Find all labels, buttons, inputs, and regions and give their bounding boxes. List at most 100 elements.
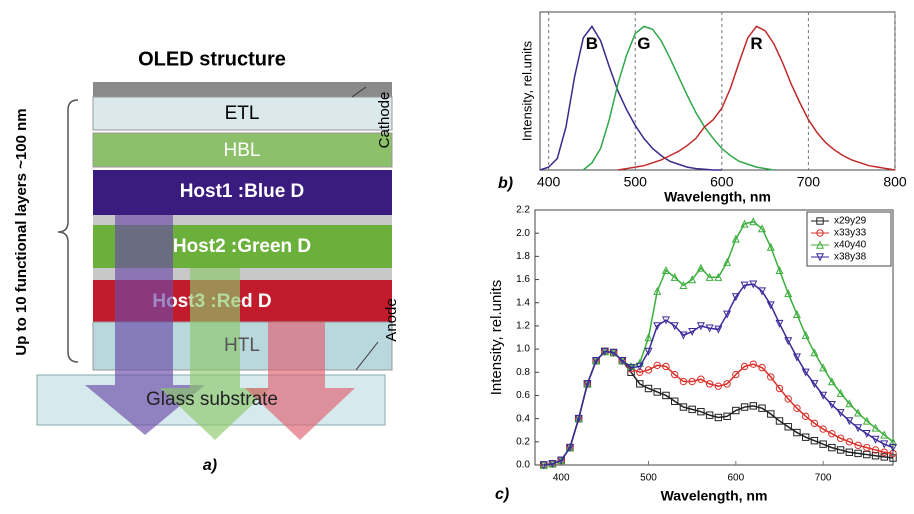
marker (740, 362, 749, 371)
marker (819, 440, 827, 448)
legend-label: x29y29 (834, 216, 867, 227)
marker (888, 437, 898, 446)
panel-label: b) (498, 175, 513, 192)
marker (784, 289, 793, 298)
marker (670, 322, 679, 331)
marker (863, 450, 871, 459)
marker (775, 384, 784, 393)
marker (714, 413, 723, 422)
marker (801, 433, 810, 441)
marker (758, 224, 767, 233)
green-arrow (160, 268, 270, 440)
marker (784, 423, 792, 431)
diagram-title: OLED structure (138, 48, 286, 70)
marker (810, 436, 819, 445)
marker (810, 380, 819, 389)
pointer (355, 341, 379, 371)
red-arrow (245, 322, 355, 440)
marker (679, 281, 688, 290)
layer-label: HTL (224, 335, 260, 356)
y-tick-label: 1.2 (516, 321, 530, 332)
marker (819, 391, 828, 400)
marker (758, 404, 766, 412)
marker (758, 287, 767, 296)
marker (600, 347, 609, 356)
marker (653, 286, 662, 295)
marker (784, 395, 792, 403)
y-tick-label: 1.0 (516, 344, 530, 355)
x-tick-label: 500 (640, 473, 657, 484)
marker (557, 456, 566, 465)
marker (871, 452, 880, 460)
marker (871, 435, 880, 444)
y-tick-label: 2.2 (516, 205, 530, 216)
blue-arrow (85, 215, 205, 435)
marker (679, 331, 688, 340)
marker (574, 414, 583, 423)
y-tick-label: 0.0 (516, 460, 530, 471)
marker (688, 405, 696, 414)
marker (816, 217, 824, 225)
marker (854, 424, 863, 433)
cathode-layer (93, 82, 392, 97)
x-tick-label: 800 (883, 174, 907, 190)
marker (731, 293, 740, 302)
marker (565, 443, 574, 452)
layer-label: Host1 :Blue D (180, 181, 305, 202)
marker (793, 404, 801, 412)
marker (845, 399, 854, 408)
marker (815, 240, 825, 249)
marker (688, 377, 696, 386)
marker (749, 217, 758, 226)
marker (871, 446, 880, 454)
marker (705, 324, 714, 333)
marker (766, 301, 775, 310)
series-label: G (637, 34, 650, 53)
y-tick-label: 1.6 (516, 274, 530, 285)
marker (775, 417, 784, 425)
series-line (543, 283, 894, 466)
series-line (543, 350, 894, 466)
panel-a: OLED structure ETL HBL Host1 :Blue D Hos… (13, 48, 400, 474)
x-tick-label: 600 (727, 473, 744, 484)
marker (863, 443, 871, 452)
marker (836, 388, 845, 397)
y-tick-label: 0.4 (516, 413, 530, 424)
legend-label: x40y40 (834, 240, 867, 251)
marker (732, 406, 740, 415)
marker (880, 440, 889, 449)
blue-layer (93, 170, 392, 215)
series-label: B (586, 34, 598, 53)
marker (627, 363, 636, 372)
marker (740, 219, 749, 228)
y-tick-label: 0.6 (516, 390, 530, 401)
marker (714, 382, 723, 390)
panel-label: c) (495, 486, 509, 503)
spacer (93, 215, 392, 225)
marker (644, 384, 653, 393)
marker (749, 280, 758, 289)
marker (697, 375, 705, 383)
marker (801, 412, 810, 421)
marker (644, 333, 653, 342)
marker (836, 446, 845, 454)
marker (696, 263, 705, 272)
marker (766, 242, 775, 251)
marker (653, 322, 662, 331)
y-tick-label: 1.8 (516, 251, 530, 262)
marker (671, 397, 679, 405)
marker (723, 310, 732, 319)
marker (705, 272, 714, 281)
x-tick-label: 700 (797, 174, 821, 190)
marker (740, 281, 749, 290)
marker (539, 461, 548, 470)
marker (749, 402, 757, 410)
y-axis-label: Intensity, rel.units (488, 280, 505, 396)
hbl-layer (92, 132, 393, 168)
marker (836, 434, 845, 443)
brace (57, 99, 79, 363)
cathode-label: Cathode (376, 92, 393, 149)
marker (862, 416, 871, 425)
marker (792, 353, 801, 362)
